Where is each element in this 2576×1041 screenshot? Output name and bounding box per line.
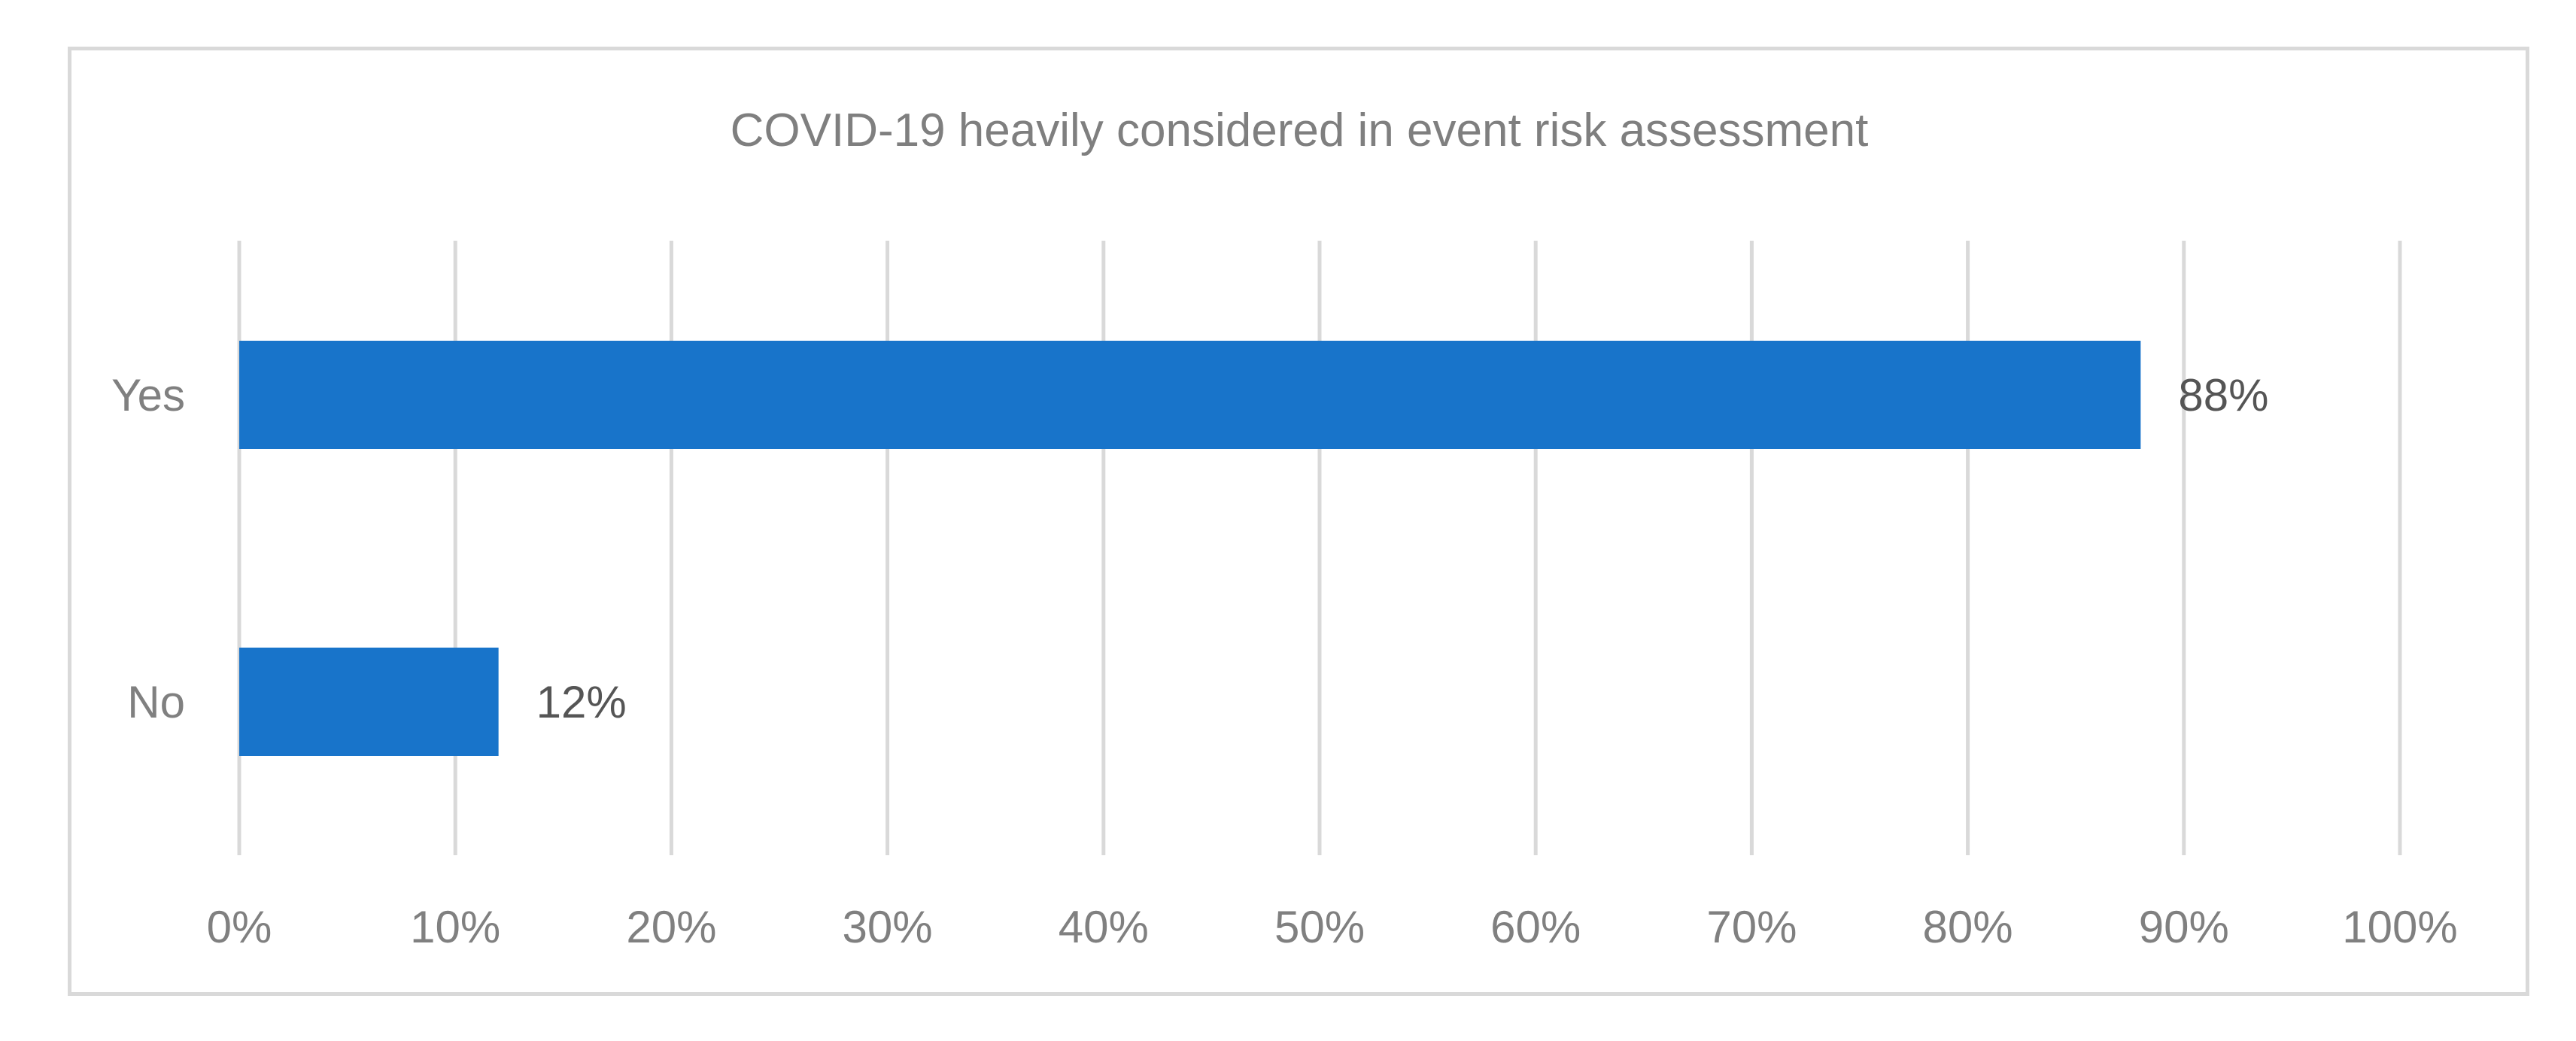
x-tick-label: 20% [626,902,716,952]
x-tick-label: 40% [1059,902,1149,952]
bar-no [239,648,499,756]
category-label-yes: Yes [111,370,185,420]
x-tick-label: 60% [1490,902,1581,952]
x-tick-label: 100% [2342,902,2457,952]
data-label-yes: 88% [2178,370,2268,420]
x-tick-label: 30% [843,902,933,952]
category-labels: Yes No [111,370,185,727]
x-tick-label: 50% [1274,902,1365,952]
x-tick-label: 80% [1923,902,2013,952]
bar-yes [239,341,2141,449]
x-tick-label: 10% [410,902,500,952]
chart-frame [68,47,2529,996]
data-label-no: 12% [536,677,627,727]
data-labels: 88% 12% [536,370,2269,727]
gridlines [237,241,2402,855]
bars [239,341,2141,756]
category-label-no: No [127,677,185,727]
x-tick-label: 70% [1706,902,1797,952]
x-tick-label: 90% [2139,902,2229,952]
chart-title: COVID-19 heavily considered in event ris… [731,105,1869,156]
x-axis-tick-labels: 0% 10% 20% 30% 40% 50% 60% 70% 80% 90% 100% [207,902,2458,952]
x-tick-label: 0% [207,902,272,952]
